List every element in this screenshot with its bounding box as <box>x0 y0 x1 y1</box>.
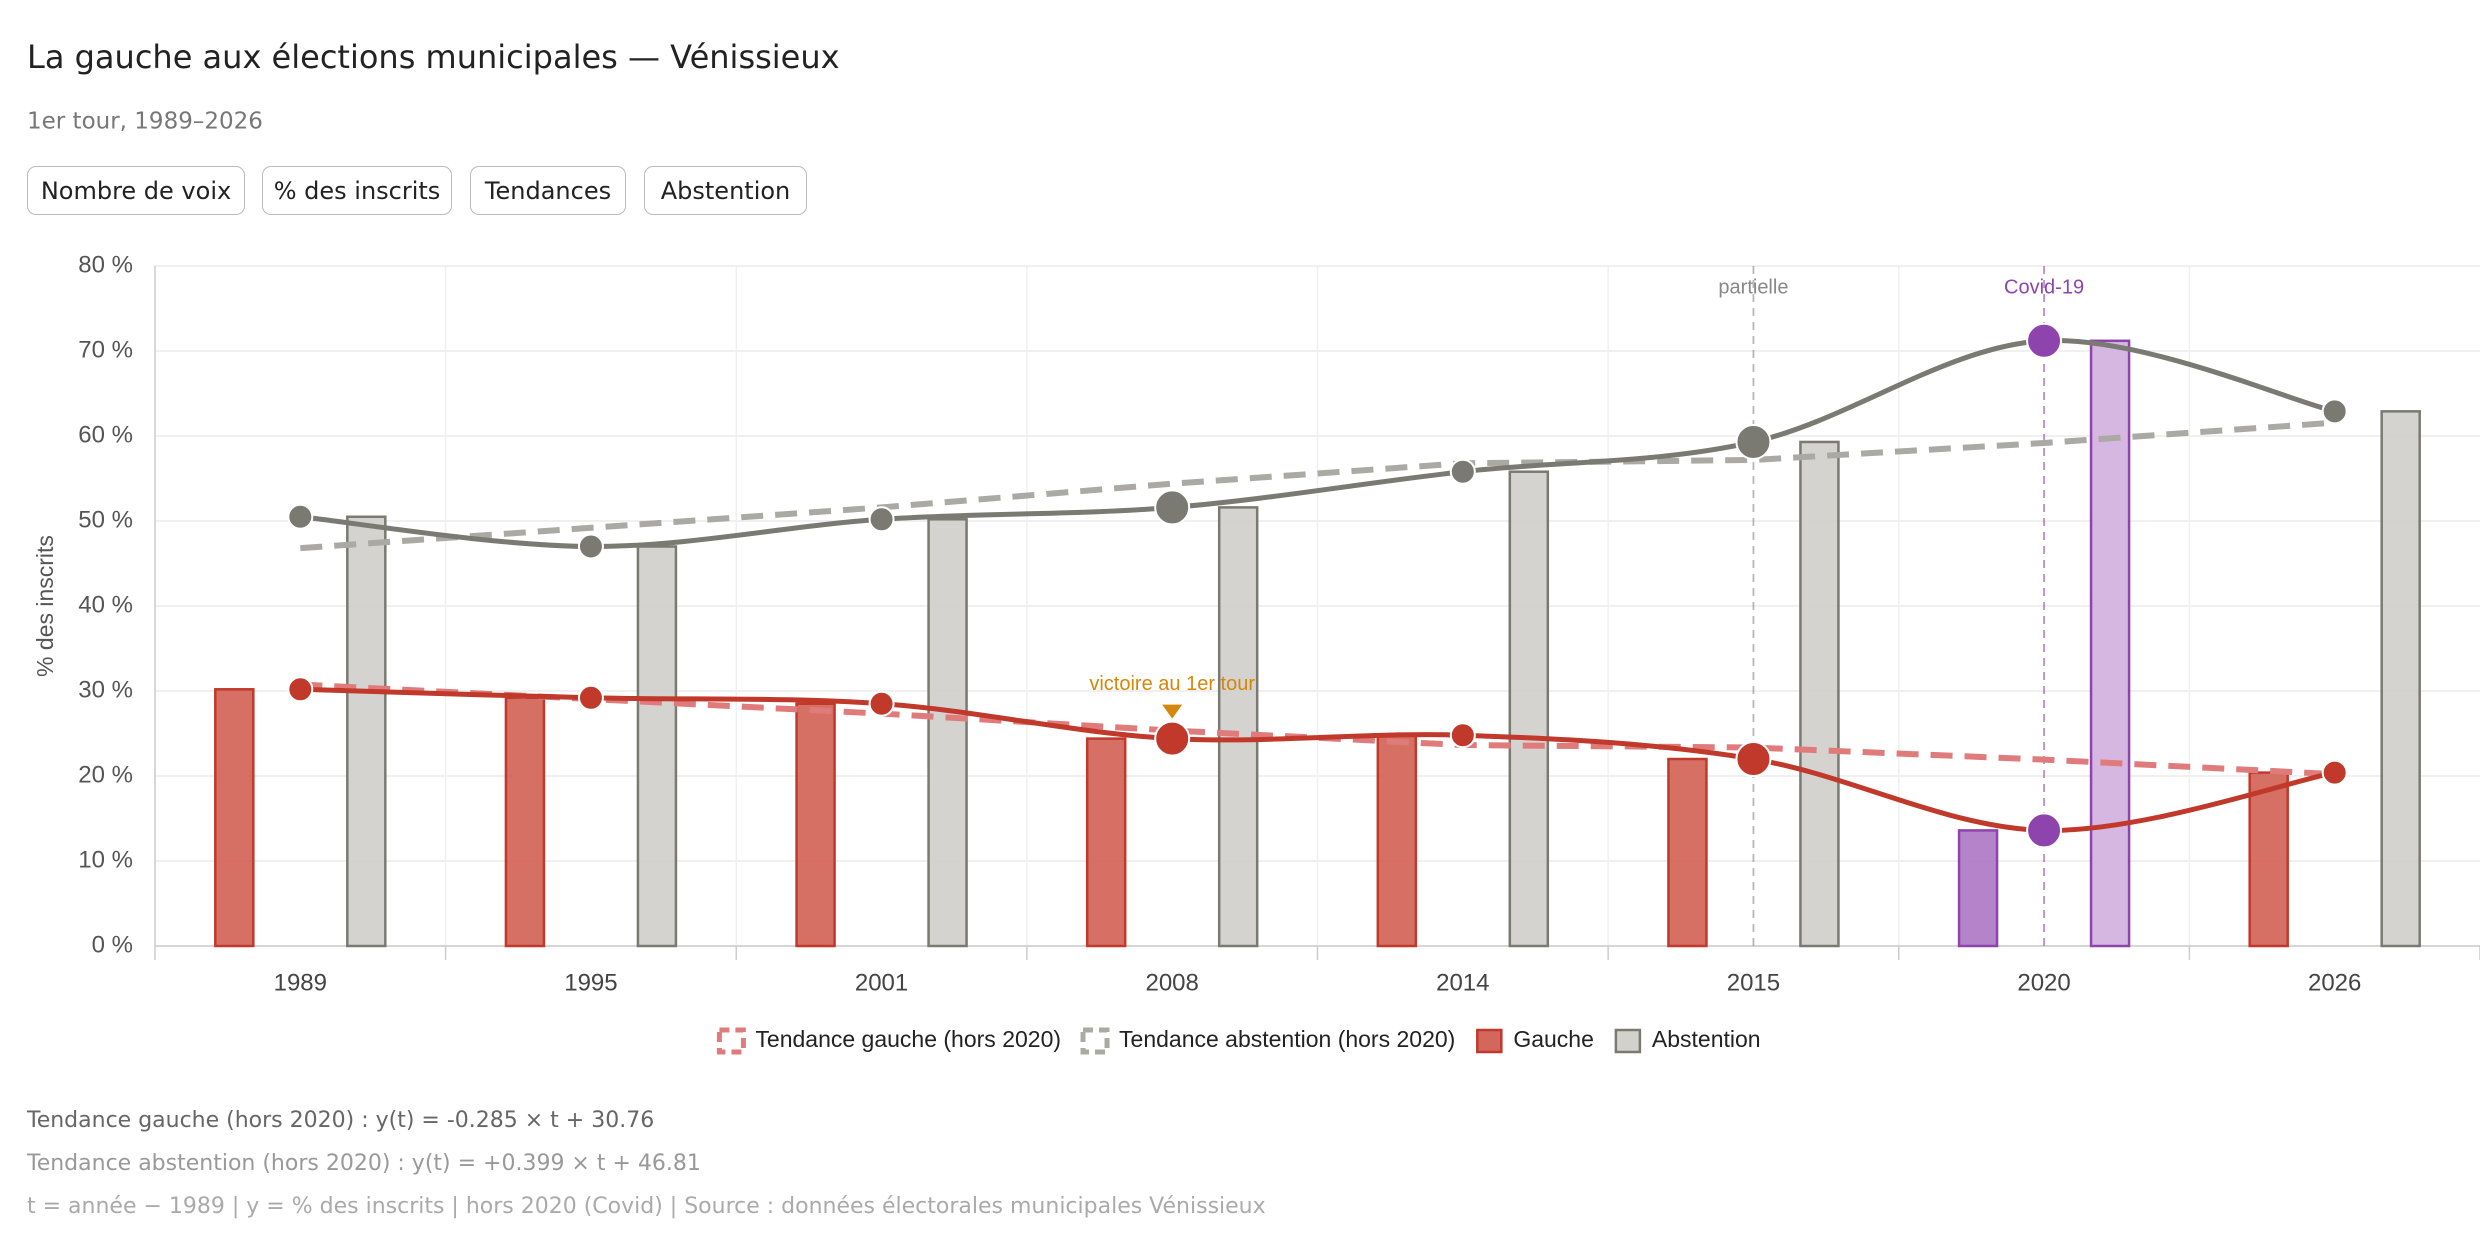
annotation: Covid-19 <box>2004 276 2084 298</box>
bar <box>346 515 387 948</box>
legend-label: Gauche <box>1513 1026 1594 1052</box>
bar <box>2380 410 2421 948</box>
point <box>1735 423 1772 460</box>
x-tick-label: 2001 <box>855 969 908 996</box>
bar <box>636 545 678 948</box>
footer-line: Tendance abstention (hors 2020) : y(t) =… <box>26 1151 701 1176</box>
legend-item[interactable]: Gauche <box>1476 1026 1594 1054</box>
title: La gauche aux élections municipales — Vé… <box>27 38 840 76</box>
line <box>300 338 2336 550</box>
button[interactable]: Tendances <box>470 166 626 215</box>
y-tick-label: 70 % <box>78 336 133 363</box>
annotation-arrow <box>1162 704 1183 719</box>
legend-label: Tendance gauche (hors 2020) <box>755 1026 1061 1052</box>
button[interactable]: Abstention <box>644 166 807 215</box>
legend-swatch <box>1476 1028 1503 1054</box>
x-tick-label: 1989 <box>274 969 327 996</box>
bar <box>927 518 968 948</box>
point <box>1449 458 1476 485</box>
y-tick-label: 40 % <box>78 591 133 618</box>
legend-item[interactable]: Abstention <box>1614 1026 1761 1054</box>
subtitle: 1er tour, 1989–2026 <box>27 109 263 135</box>
y-tick-label: 20 % <box>78 761 133 788</box>
point <box>2026 812 2063 849</box>
point <box>2321 759 2348 786</box>
legend-swatch <box>1080 1027 1110 1055</box>
button[interactable]: Nombre de voix <box>27 166 245 215</box>
annotation: victoire au 1er tour <box>1089 673 1255 695</box>
footer-line: Tendance gauche (hors 2020) : y(t) = -0.… <box>26 1108 654 1133</box>
point <box>577 684 604 711</box>
point <box>2321 398 2348 425</box>
bar <box>1957 829 1999 948</box>
y-tick-label: 30 % <box>78 676 133 703</box>
bar <box>2248 771 2289 948</box>
point <box>868 690 895 717</box>
x-tick-label: 2015 <box>1727 969 1780 996</box>
bar <box>1217 506 1259 948</box>
bar <box>214 688 255 948</box>
point <box>1449 722 1476 749</box>
point <box>1735 741 1772 777</box>
bar <box>1376 733 1418 948</box>
y-tick-label: 80 % <box>78 251 133 278</box>
line <box>300 686 2336 833</box>
point <box>577 533 604 560</box>
legend: Tendance gauche (hors 2020) Tendance abst… <box>716 1026 1761 1055</box>
x-tick-label: 2026 <box>2308 969 2361 996</box>
legend-label: Abstention <box>1652 1026 1761 1052</box>
annotation: partielle <box>1718 276 1788 298</box>
x-tick-label: 2020 <box>2017 969 2070 996</box>
x-tick-label: 1995 <box>564 969 617 996</box>
legend-label: Tendance abstention (hors 2020) <box>1119 1026 1455 1052</box>
bar <box>2089 339 2131 948</box>
bar <box>1085 737 1127 948</box>
x-tick-label: 2014 <box>1436 969 1489 996</box>
legend-item[interactable]: Tendance abstention (hors 2020) <box>1080 1026 1455 1055</box>
point <box>1154 720 1191 757</box>
x-tick-label: 2008 <box>1145 969 1198 996</box>
legend-item[interactable]: Tendance gauche (hors 2020) <box>716 1026 1061 1055</box>
bar <box>1508 470 1550 948</box>
y-tick-label: 60 % <box>78 421 133 448</box>
y-tick-label: 10 % <box>78 846 133 873</box>
bar <box>1667 757 1708 948</box>
y-axis-label: % des inscrits <box>32 535 58 677</box>
legend-swatch <box>716 1027 746 1055</box>
point <box>287 676 314 703</box>
point <box>1154 489 1191 526</box>
y-tick-label: 50 % <box>78 506 133 533</box>
point <box>868 506 895 533</box>
y-tick-label: 0 % <box>92 931 133 958</box>
footer-line: t = année − 1989 | y = % des inscrits | … <box>27 1194 1266 1219</box>
bar <box>795 702 836 948</box>
point <box>2026 322 2063 359</box>
bar <box>1799 440 1840 948</box>
point <box>287 503 314 530</box>
bar <box>504 696 546 948</box>
button[interactable]: % des inscrits <box>262 166 452 215</box>
legend-swatch <box>1614 1028 1642 1054</box>
